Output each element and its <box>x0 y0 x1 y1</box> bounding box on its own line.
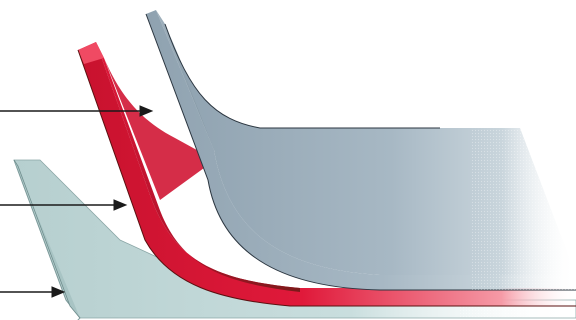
top-layer-outline <box>145 13 576 291</box>
bottom-layer-arrow <box>0 286 66 298</box>
pointer-arrows <box>0 105 154 298</box>
top-layer-arrow <box>0 105 154 117</box>
middle-layer-outline <box>77 49 576 307</box>
bottom-layer-front-edge <box>13 159 81 319</box>
top-layer <box>145 10 576 291</box>
middle-layer-top-face <box>78 42 104 64</box>
top-layer-fade <box>470 128 576 290</box>
middle-layer <box>77 42 576 307</box>
top-layer-back-edge <box>164 23 440 129</box>
middle-layer-arrow <box>0 199 128 211</box>
middle-layer-web <box>104 58 215 200</box>
